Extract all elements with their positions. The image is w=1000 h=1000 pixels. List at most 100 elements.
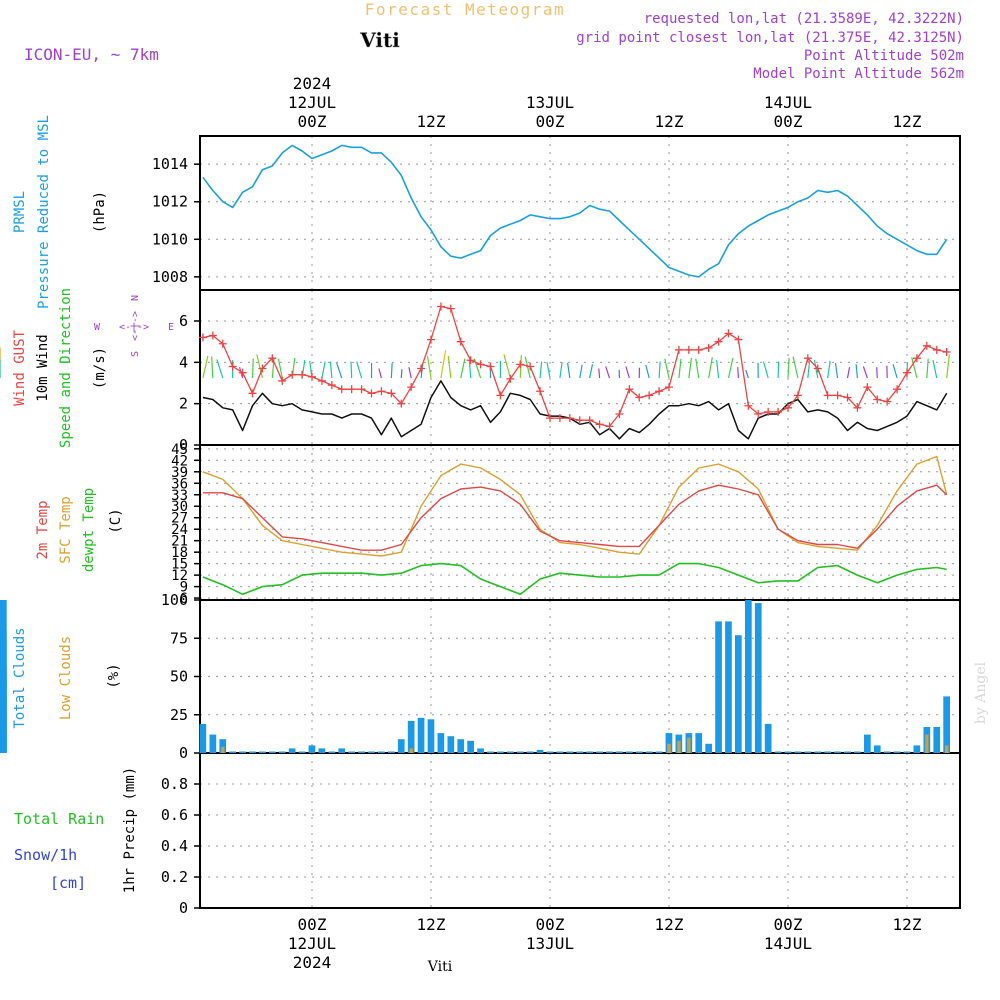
wind-direction-arrow [727, 357, 734, 379]
wind-direction-arrow [688, 357, 693, 379]
total-cloud-bar [626, 751, 633, 753]
dewpoint-line [202, 562, 947, 596]
wind-direction-arrow [468, 360, 472, 379]
temperature-ytick-label: 12 [171, 568, 188, 584]
total-cloud-bar [368, 751, 375, 753]
temp-2m-label: 2m Temp [35, 500, 51, 559]
wind-gust-point [466, 356, 475, 365]
total-cloud-bar [933, 727, 941, 753]
wind-gust-point [436, 302, 445, 311]
total-cloud-bar [883, 751, 891, 753]
total-cloud-bar [606, 751, 613, 753]
pressure-ytick-label: 1010 [152, 230, 188, 248]
wind-gust-point [595, 420, 604, 429]
wind-gust-point [764, 407, 773, 416]
wind-gust-point [645, 391, 654, 400]
total-cloud-bar [794, 751, 802, 753]
wind-gust-point [337, 385, 346, 394]
wind-gust-point [823, 391, 832, 400]
total-cloud-bar [229, 751, 236, 753]
wind-gust-point [218, 339, 227, 348]
wind-direction-arrow [251, 358, 254, 379]
wind-gust-point [912, 354, 921, 363]
temperature-ytick-label: 45 [171, 442, 188, 458]
top-time-label: 00Z [774, 112, 803, 131]
wind-direction-arrow [792, 356, 799, 379]
total-cloud-bar [864, 734, 871, 753]
total-cloud-bar [754, 603, 762, 753]
wind-direction-arrow [579, 364, 583, 379]
wind-gust-point [655, 387, 664, 396]
pressure-ytick-label: 1014 [152, 155, 188, 173]
wind-gust-point [228, 362, 237, 371]
wind-gust-point [774, 407, 783, 416]
total-cloud-bar [745, 600, 752, 753]
wind-gust-point [665, 383, 673, 392]
location-title: Viti [359, 28, 400, 52]
total-cloud-bar [655, 751, 663, 753]
wind-direction-arrow [336, 362, 343, 379]
bottom-time-label: 12JUL [288, 934, 336, 953]
pressure-unit-label: (hPa) [92, 191, 108, 233]
wind-direction-arrow [695, 358, 700, 379]
pressure-labels: PRMSL Pressure Reduced to MSL (hPa) [12, 115, 108, 309]
cloud-labels: Total Clouds Low Clouds (%) [12, 627, 122, 728]
total-cloud-bar [239, 751, 246, 753]
compass-west: W [94, 322, 101, 333]
wind-gust-point [357, 385, 366, 394]
wind-gust-point [843, 393, 852, 402]
temperature-ytick-label: 21 [171, 534, 188, 550]
total-cloud-bar [834, 751, 841, 753]
total-cloud-bar [487, 751, 494, 753]
wind-gust-point [813, 364, 822, 373]
temperature-ytick-label: 39 [171, 465, 188, 481]
top-time-label: 12Z [417, 112, 446, 131]
wind-gust-point [476, 360, 485, 369]
wind-direction-arrow [408, 366, 412, 379]
bottom-time-label: 00Z [298, 915, 327, 934]
total-cloud-bar [308, 745, 316, 753]
wind-gust-point [754, 410, 763, 418]
total-cloud-bar [705, 743, 712, 753]
total-cloud-bar [397, 739, 405, 753]
wind-direction-arrow [716, 360, 720, 379]
total-cloud-bar [288, 748, 296, 753]
temp-unit-label: (C) [108, 508, 124, 533]
total-cloud-bar [219, 739, 227, 753]
total-cloud-bar [209, 734, 217, 753]
bottom-time-label: 12Z [655, 915, 684, 934]
precip-unit-label: 1hr Precip (mm) [122, 767, 138, 893]
snow-label: Snow/1h [14, 846, 77, 864]
wind-gust-point [932, 345, 941, 354]
wind-direction-arrow [834, 362, 839, 379]
wind-direction-arrow [503, 354, 511, 379]
wind-gust-point [883, 397, 892, 406]
top-time-label: 13JUL [526, 93, 574, 112]
wind-gust-point [803, 354, 812, 363]
bottom-time-label: 00Z [774, 915, 803, 934]
wind-direction-arrow [539, 361, 543, 379]
clouds-ytick-label: 75 [170, 629, 188, 647]
wind-gust-point [734, 335, 743, 344]
wind-direction-arrow [807, 360, 811, 379]
temperature-ytick-label: 27 [171, 511, 188, 527]
wind-direction-arrow [911, 357, 918, 379]
wind-gust-point [546, 414, 554, 423]
wind-gust-point [694, 345, 703, 354]
total-cloud-bar [278, 751, 286, 753]
wind-gust-point [347, 385, 356, 394]
wind-direction-arrow [777, 361, 780, 379]
wind-gust-point [635, 393, 644, 402]
wind-gust-point [486, 362, 495, 371]
wind-gust-point [724, 329, 733, 338]
total-cloud-bar [804, 751, 812, 753]
total-cloud-bar [873, 745, 881, 753]
wind-gust-point [208, 331, 217, 340]
total-cloud-bar [526, 751, 534, 753]
total-cloud-bar [616, 751, 623, 753]
total-rain-label: Total Rain [14, 810, 104, 828]
temp-dewpt-label: dewpt Temp [81, 488, 97, 572]
wind-gust-point [387, 389, 396, 398]
